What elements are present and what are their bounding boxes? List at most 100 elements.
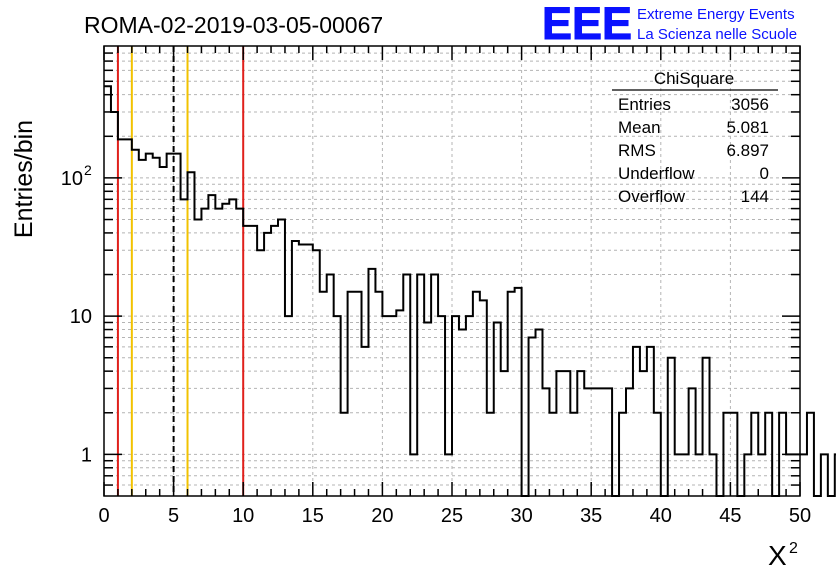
histogram-line (104, 85, 836, 497)
histogram-bin (139, 160, 146, 496)
histogram-bin (188, 172, 195, 496)
histogram-bin (417, 275, 424, 496)
stats-row-label: Underflow (618, 164, 695, 183)
stats-box: ChiSquare Entries 3056 Mean 5.081 RMS 6.897 Un… (612, 69, 778, 206)
histogram-bin (208, 195, 215, 496)
histogram-bin (313, 250, 320, 496)
stats-row-value: 6.897 (726, 141, 769, 160)
x-tick-label: 35 (580, 505, 602, 527)
histogram-bin (201, 209, 208, 496)
y-tick-label-exponent: 2 (84, 162, 92, 178)
histogram-bin (320, 292, 327, 496)
histogram-bin (194, 220, 201, 496)
histogram-bin (807, 413, 814, 496)
histogram-bin (229, 199, 236, 496)
y-tick-label: 10 2 (61, 162, 92, 190)
histogram-bin (431, 275, 438, 496)
x-tick-label: 30 (510, 505, 532, 527)
histogram-bin (696, 454, 703, 496)
histogram-bin (299, 244, 306, 496)
reference-lines (116, 46, 245, 496)
histogram-bin (466, 316, 473, 496)
x-axis-title-symbol: X (768, 540, 787, 571)
stats-row-label: Overflow (618, 187, 686, 206)
histogram-bin (515, 288, 522, 496)
histogram-bin (243, 226, 250, 496)
histogram-bin (487, 413, 494, 496)
histogram-bin (334, 316, 341, 496)
histogram-bin (362, 347, 369, 496)
histogram-bin (800, 454, 807, 496)
histogram-bin (480, 300, 487, 496)
histogram-bin (765, 413, 772, 496)
histogram-bin (508, 292, 515, 496)
histogram-bin (473, 292, 480, 496)
y-tick-label: 1 (81, 444, 92, 466)
stats-row-value: 144 (741, 187, 769, 206)
histogram-bin (292, 241, 299, 496)
histogram-bin (452, 316, 459, 496)
stats-title: ChiSquare (654, 69, 734, 88)
histogram-bin (368, 269, 375, 496)
histogram-bin (703, 358, 710, 496)
logo-line-1: Extreme Energy Events (637, 6, 795, 23)
x-tick-label: 25 (441, 505, 463, 527)
y-tick-label-base: 10 (61, 168, 83, 190)
histogram-bin (459, 330, 466, 496)
histogram-bin (710, 454, 717, 496)
x-tick-label: 15 (302, 505, 324, 527)
histogram-bin (758, 454, 765, 496)
histogram-bin (250, 226, 257, 496)
x-tick-label: 0 (98, 505, 109, 527)
histogram-bin (529, 338, 536, 496)
histogram-bin (570, 413, 577, 496)
y-axis-title: Entries/bin (10, 120, 38, 238)
histogram-bin (215, 209, 222, 496)
histogram-bin (542, 388, 549, 496)
histogram-bin (403, 275, 410, 496)
histogram-bin (146, 154, 153, 496)
histogram-bin (549, 413, 556, 496)
logo-mark: EEE (542, 0, 632, 49)
histogram-bin (640, 371, 647, 496)
histogram-bin (647, 347, 654, 496)
histogram-bin (821, 454, 828, 496)
histogram-bin (389, 316, 396, 496)
histogram-bin (605, 388, 612, 496)
histogram-bin (382, 316, 389, 496)
histogram-bin (598, 388, 605, 496)
histogram-bin (125, 139, 132, 496)
histogram-bin (181, 199, 188, 496)
histogram-bin (132, 150, 139, 496)
histogram-bin (222, 204, 229, 496)
histogram-bin (577, 371, 584, 496)
histogram-bin (584, 388, 591, 496)
histogram-bin (410, 454, 417, 496)
stats-row-value: 0 (760, 164, 769, 183)
histogram-bin (723, 413, 730, 496)
histogram-bin (751, 413, 758, 496)
histogram-bin (375, 292, 382, 496)
histogram-bin (174, 154, 181, 496)
stats-row-label: Mean (618, 118, 661, 137)
x-axis-title-exponent: 2 (789, 540, 798, 557)
histogram-bin (271, 226, 278, 496)
y-tick-label-text: 1 (81, 444, 92, 466)
histogram-bin (118, 139, 125, 496)
histogram-bin (591, 388, 598, 496)
stats-row-value: 3056 (731, 95, 769, 114)
x-tick-label: 40 (650, 505, 672, 527)
histogram-bin (619, 413, 626, 496)
histogram-bin (327, 275, 334, 496)
histogram-bin (675, 454, 682, 496)
histogram-bin (536, 330, 543, 496)
x-tick-label: 20 (371, 505, 393, 527)
axis-ticks (103, 46, 801, 496)
histogram-bars (104, 85, 836, 497)
x-tick-labels: 0 5 10 15 20 25 30 35 40 45 50 (98, 505, 811, 527)
histogram-bin (341, 413, 348, 496)
x-tick-label: 45 (719, 505, 741, 527)
x-tick-label: 10 (232, 505, 254, 527)
histogram-bin (563, 371, 570, 496)
